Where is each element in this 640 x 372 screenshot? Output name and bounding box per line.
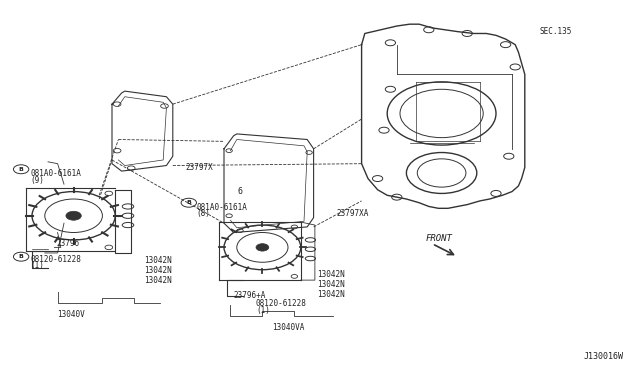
Text: (1): (1)	[31, 261, 45, 270]
Circle shape	[256, 244, 269, 251]
Text: 23797XA: 23797XA	[336, 209, 369, 218]
Text: 13042N: 13042N	[317, 280, 344, 289]
Text: (8): (8)	[196, 209, 211, 218]
Text: B: B	[19, 167, 24, 172]
Text: 13042N: 13042N	[144, 266, 172, 275]
Text: 13042N: 13042N	[144, 256, 172, 265]
Text: (1): (1)	[256, 306, 270, 315]
Text: 23796: 23796	[56, 239, 79, 248]
Text: FRONT: FRONT	[426, 234, 452, 243]
Text: 23797X: 23797X	[186, 163, 213, 172]
Text: 13042N: 13042N	[317, 290, 344, 299]
Text: 13040VA: 13040VA	[272, 323, 305, 332]
Text: 081A0-6161A: 081A0-6161A	[196, 203, 247, 212]
Text: (9): (9)	[31, 176, 45, 185]
Text: 08120-61228: 08120-61228	[256, 299, 307, 308]
Text: J130016W: J130016W	[584, 352, 624, 361]
Text: 081A0-6161A: 081A0-6161A	[31, 169, 81, 178]
Text: 13042N: 13042N	[144, 276, 172, 285]
Circle shape	[66, 211, 81, 220]
Text: 23796+A: 23796+A	[234, 291, 266, 300]
Text: 08120-61228: 08120-61228	[31, 255, 81, 264]
Text: B: B	[186, 200, 191, 205]
Text: 6: 6	[237, 187, 243, 196]
Text: SEC.135: SEC.135	[540, 27, 572, 36]
Text: B: B	[19, 254, 24, 259]
Text: 13042N: 13042N	[317, 270, 344, 279]
Text: 13040V: 13040V	[58, 310, 85, 319]
